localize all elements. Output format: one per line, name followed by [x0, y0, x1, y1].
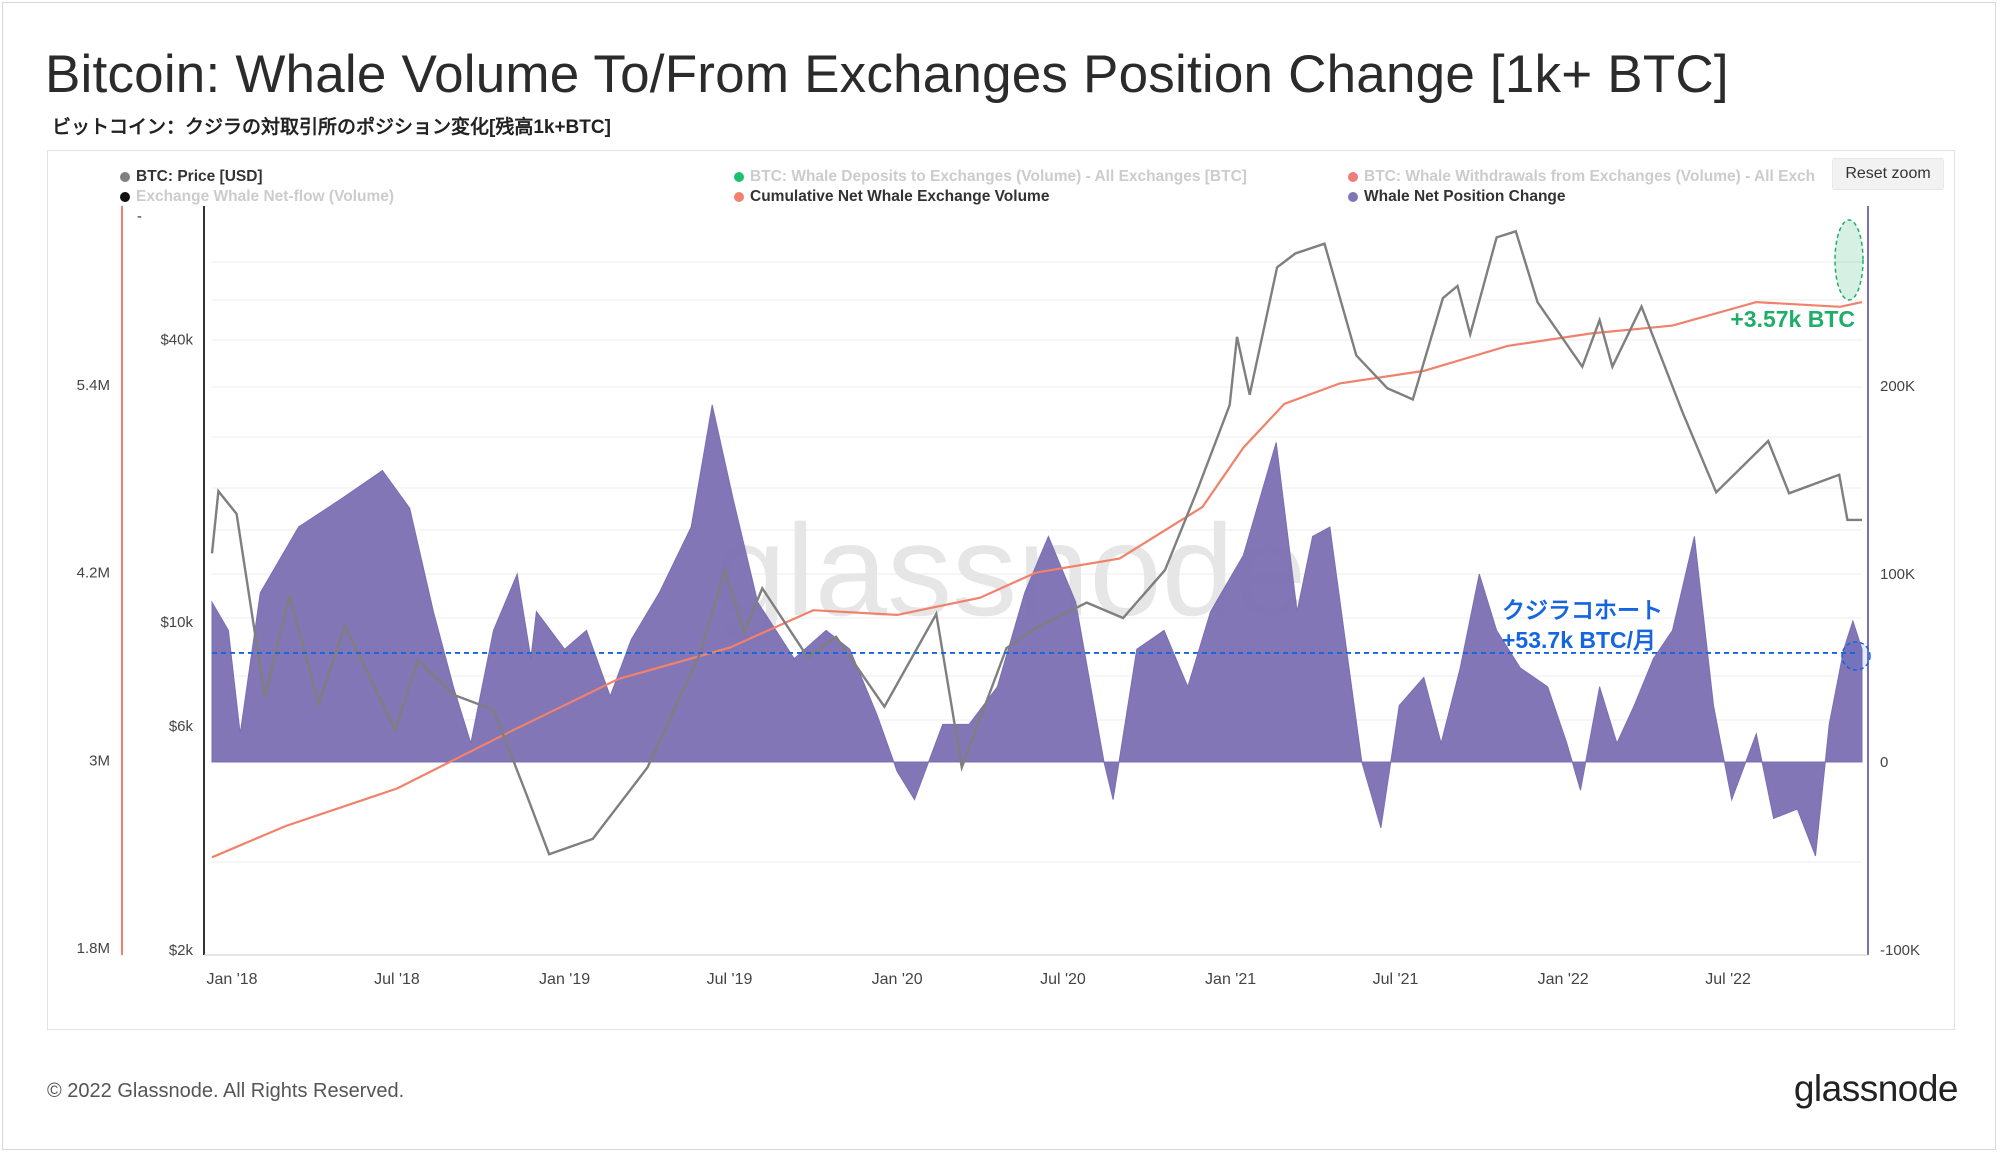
grid-lines: [212, 261, 1862, 863]
page-title: Bitcoin: Whale Volume To/From Exchanges …: [45, 45, 1729, 104]
legend-whale-deposits[interactable]: BTC: Whale Deposits to Exchanges (Volume…: [734, 168, 1247, 186]
x-tick-label: Jan '20: [872, 971, 923, 988]
legend-label: BTC: Price [USD]: [136, 168, 263, 185]
legend-label: BTC: Whale Withdrawals from Exchanges (V…: [1364, 168, 1816, 185]
price-tick-label: $10k: [160, 614, 193, 631]
legend-dash: -: [137, 208, 142, 225]
net-position-tick-label: 0: [1880, 754, 1888, 771]
reset-zoom-button[interactable]: Reset zoom: [1832, 158, 1944, 190]
net-position-tick-label: 200K: [1880, 378, 1915, 395]
cumulative-tick-label: 5.4M: [77, 377, 110, 394]
price-line: [210, 229, 1862, 856]
legend-net-position[interactable]: Whale Net Position Change: [1348, 188, 1566, 206]
legend-label: Cumulative Net Whale Exchange Volume: [750, 188, 1050, 205]
net-position-tick-label: 100K: [1880, 566, 1915, 583]
x-tick-label: Jul '18: [374, 971, 420, 988]
price-tick-label: $6k: [169, 718, 194, 735]
legend-dot-icon: [1348, 172, 1358, 182]
cumulative-tick-label: 1.8M: [77, 940, 110, 957]
net-position-tick-label: -100K: [1880, 942, 1920, 959]
legend-whale-withdrawals[interactable]: BTC: Whale Withdrawals from Exchanges (V…: [1348, 168, 1836, 186]
price-tick-label: $2k: [169, 942, 194, 959]
green-annotation: +3.57k BTC: [1730, 306, 1855, 332]
legend-dot-icon: [120, 172, 130, 182]
green-oval-marker: [1834, 219, 1864, 301]
price-line-path: [210, 229, 1862, 856]
x-tick-label: Jan '19: [539, 971, 590, 988]
x-tick-label: Jul '21: [1373, 971, 1419, 988]
footer-logo: glassnode: [1793, 1068, 1959, 1109]
x-tick-label: Jul '22: [1705, 971, 1751, 988]
cumulative-tick-label: 4.2M: [77, 565, 110, 582]
watermark: glassnode: [714, 497, 1307, 643]
x-tick-label: Jul '19: [707, 971, 753, 988]
blue-annotation-line1: クジラコホート: [1502, 597, 1663, 623]
legend-dot-icon: [734, 172, 744, 182]
footer-copyright: © 2022 Glassnode. All Rights Reserved.: [47, 1080, 405, 1102]
price-tick-label: $40k: [160, 331, 193, 348]
cumulative-line-path: [211, 300, 1863, 859]
legend-cumulative[interactable]: Cumulative Net Whale Exchange Volume: [734, 188, 1049, 206]
tick-labels: 5.4M 4.2M 3M 1.8M $40k $10k $6k $2k 200K 100K 0 -10…: [77, 331, 1920, 988]
x-tick-label: Jan '22: [1538, 971, 1589, 988]
legend-label: Exchange Whale Net-flow (Volume): [136, 188, 395, 205]
legend-dot-icon: [120, 192, 130, 202]
legend-dot-icon: [1348, 192, 1358, 202]
annotations: +3.57k BTC クジラコホート +53.7k BTC/月: [212, 219, 1871, 671]
legend-dot-icon: [734, 192, 744, 202]
cumulative-line: [211, 300, 1863, 859]
net-position-area: [211, 404, 1863, 857]
legend-label: BTC: Whale Deposits to Exchanges (Volume…: [750, 168, 1247, 185]
cumulative-tick-label: 3M: [89, 752, 110, 769]
page-subtitle: ビットコイン：クジラの対取引所のポジション変化[残高1k+BTC]: [52, 117, 611, 138]
legend-label: Whale Net Position Change: [1364, 188, 1566, 205]
chart-panel: [47, 150, 1955, 1030]
x-tick-label: Jan '21: [1205, 971, 1256, 988]
axes: [121, 206, 1869, 956]
reference-circle-marker: [1841, 641, 1871, 671]
x-tick-label: Jan '18: [206, 971, 257, 988]
legend-exchange-net-flow[interactable]: Exchange Whale Net-flow (Volume): [120, 188, 394, 206]
legend-price[interactable]: BTC: Price [USD]: [120, 168, 263, 186]
net-position-area-path: [211, 404, 1863, 857]
blue-annotation-line2: +53.7k BTC/月: [1502, 627, 1656, 653]
x-tick-label: Jul '20: [1040, 971, 1086, 988]
